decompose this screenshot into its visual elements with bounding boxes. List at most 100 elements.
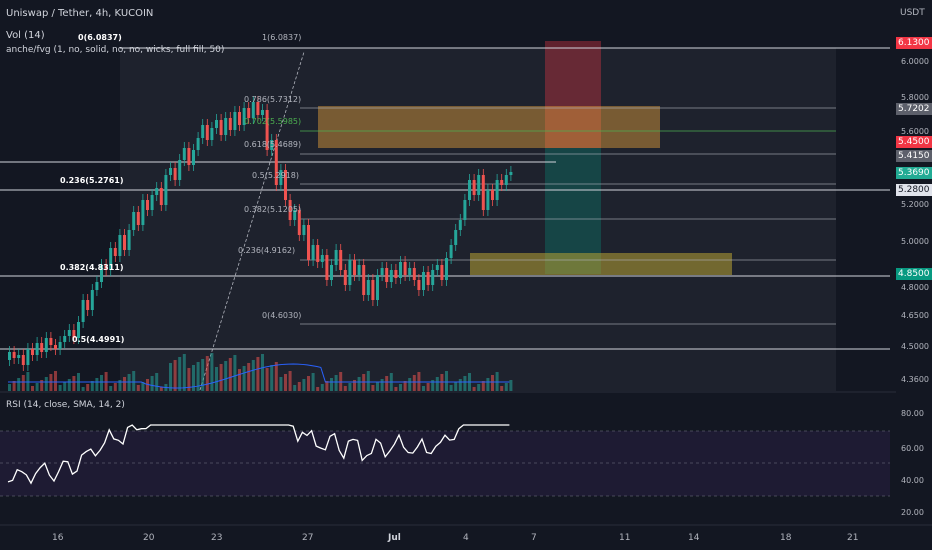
candle-body (228, 118, 232, 130)
volume-bar (233, 355, 237, 391)
price-label[interactable]: 4.8500 (896, 268, 932, 280)
price-label[interactable]: 5.3690 (896, 167, 932, 179)
fib2-label-1: 1(6.0837) (262, 33, 302, 42)
candle-body (81, 300, 85, 322)
time-label: 21 (847, 533, 859, 543)
candle-body (389, 270, 393, 282)
volume-bar (67, 379, 71, 391)
rsi-tick: 60.00 (901, 444, 924, 453)
price-label[interactable]: 5.7202 (896, 103, 932, 115)
volume-bar (58, 385, 62, 391)
candle-body (408, 268, 412, 275)
fib2-label-0618: 0.618(5.4689) (244, 140, 302, 149)
fib-label-0236: 0.236(5.2761) (60, 176, 124, 185)
volume-indicator-label[interactable]: Vol (14) (6, 30, 45, 41)
candlesticks (8, 96, 513, 371)
rsi-tick: 20.00 (901, 508, 924, 517)
candle-body (123, 235, 126, 250)
candle-body (8, 352, 11, 360)
candle-body (173, 168, 177, 180)
volume-bar (284, 374, 287, 391)
volume-bar (40, 380, 44, 391)
candle-body (159, 188, 163, 205)
volume-bar (228, 358, 232, 391)
volume-bar (136, 385, 140, 391)
candle-body (495, 180, 499, 200)
candle-body (481, 175, 485, 210)
candle-body (504, 175, 508, 185)
fvg-box-upper (318, 106, 660, 148)
price-label[interactable]: 5.4500 (896, 136, 932, 148)
candle-body (136, 212, 140, 225)
price-tick: 4.5000 (901, 342, 929, 351)
candle-body (224, 118, 228, 135)
volume-bar (366, 371, 370, 391)
volume-bar (509, 380, 513, 391)
candle-body (472, 180, 476, 195)
candle-body (238, 112, 241, 125)
candle-body (302, 225, 306, 235)
volume-bar (100, 375, 103, 391)
candle-body (164, 175, 168, 205)
price-label[interactable]: 5.2800 (896, 184, 932, 196)
candle-body (463, 200, 467, 220)
fvg-indicator-label[interactable]: anche/fvg (1, no, solid, no, no, wicks, … (6, 45, 225, 55)
candle-body (353, 260, 356, 275)
price-tick: 6.0000 (901, 57, 929, 66)
volume-bar (376, 382, 379, 391)
candle-body (67, 330, 71, 336)
candle-body (21, 355, 25, 365)
volume-bar (118, 380, 122, 391)
chart-title: Uniswap / Tether, 4h, KUCOIN (6, 8, 154, 19)
volume-bar (90, 381, 94, 391)
price-tick: 5.2000 (901, 200, 929, 209)
candle-body (205, 125, 209, 140)
time-label: 16 (52, 533, 64, 543)
volume-bar (173, 360, 177, 391)
price-tick: 5.0000 (901, 237, 929, 246)
volume-bar (435, 377, 439, 391)
candle-body (417, 280, 421, 290)
candle-body (54, 345, 57, 349)
price-label[interactable]: 5.4150 (896, 150, 932, 162)
fib2-label-05: 0.5(5.2918) (252, 171, 299, 180)
candle-body (35, 343, 39, 355)
volume-bar (44, 377, 48, 391)
volume-bar (224, 361, 228, 391)
volume-bar (155, 373, 159, 391)
candle-body (362, 265, 366, 295)
volume-bar (205, 356, 209, 391)
candle-body (44, 338, 48, 352)
candle-body (334, 250, 338, 265)
candle-body (72, 330, 76, 338)
volume-bar (486, 378, 490, 391)
fib-label-0382: 0.382(4.8311) (60, 263, 124, 272)
volume-bar (159, 387, 163, 391)
volume-bar (238, 369, 241, 391)
rsi-tick: 80.00 (901, 409, 924, 418)
volume-bar (297, 382, 301, 391)
candle-body (509, 172, 513, 175)
candle-body (279, 170, 283, 185)
volume-bar (270, 365, 274, 391)
fib2-label-0236: 0.236(4.9162) (238, 246, 296, 255)
volume-bar (357, 377, 361, 391)
fib2-label-0382: 0.382(5.1205) (244, 205, 302, 214)
volume-bar (113, 383, 117, 391)
candle-body (477, 175, 481, 195)
volume-bar (334, 375, 338, 391)
volume-bar (54, 371, 57, 391)
time-label: 11 (619, 533, 631, 543)
candle-body (132, 212, 136, 230)
candle-body (40, 343, 44, 352)
candle-body (491, 190, 494, 200)
time-label: 27 (302, 533, 314, 543)
candle-body (270, 140, 274, 150)
fib-label-0: 0(6.0837) (78, 33, 122, 42)
price-label[interactable]: 6.1300 (896, 37, 932, 49)
candle-body (311, 245, 315, 260)
rsi-indicator-label[interactable]: RSI (14, close, SMA, 14, 2) (6, 400, 125, 410)
volume-bar (81, 387, 85, 391)
volume-bar (408, 378, 412, 391)
